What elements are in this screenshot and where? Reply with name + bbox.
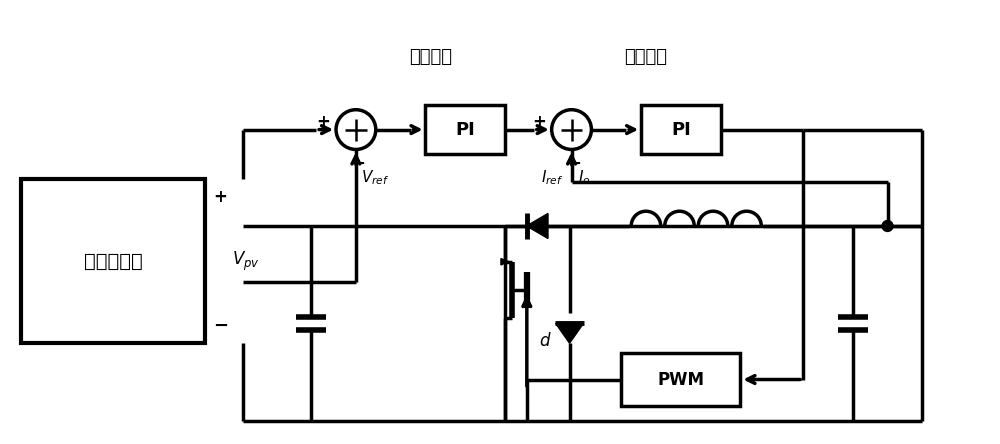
Text: +: + <box>316 113 330 131</box>
Text: 电压外环: 电压外环 <box>409 48 452 66</box>
Polygon shape <box>527 214 548 238</box>
Text: 光伏晶元串: 光伏晶元串 <box>84 252 142 271</box>
Text: 电流内环: 电流内环 <box>625 48 668 66</box>
Polygon shape <box>556 323 583 343</box>
Bar <box>621 353 740 406</box>
Text: PWM: PWM <box>657 370 704 388</box>
Text: PI: PI <box>671 121 691 139</box>
Circle shape <box>882 221 893 231</box>
Text: $I_o$: $I_o$ <box>578 168 590 187</box>
Text: −: − <box>566 155 581 174</box>
Bar <box>425 105 505 155</box>
Text: $V_{ref}$: $V_{ref}$ <box>361 168 389 187</box>
Text: +: + <box>213 188 227 206</box>
Text: PI: PI <box>455 121 475 139</box>
Text: $V_{pv}$: $V_{pv}$ <box>232 250 259 273</box>
Bar <box>21 179 205 343</box>
Text: −: − <box>350 155 365 174</box>
Text: $I_{ref}$: $I_{ref}$ <box>541 168 564 187</box>
Text: −: − <box>213 317 228 335</box>
Text: $d$: $d$ <box>539 332 551 349</box>
Bar <box>641 105 721 155</box>
Text: +: + <box>532 113 546 131</box>
